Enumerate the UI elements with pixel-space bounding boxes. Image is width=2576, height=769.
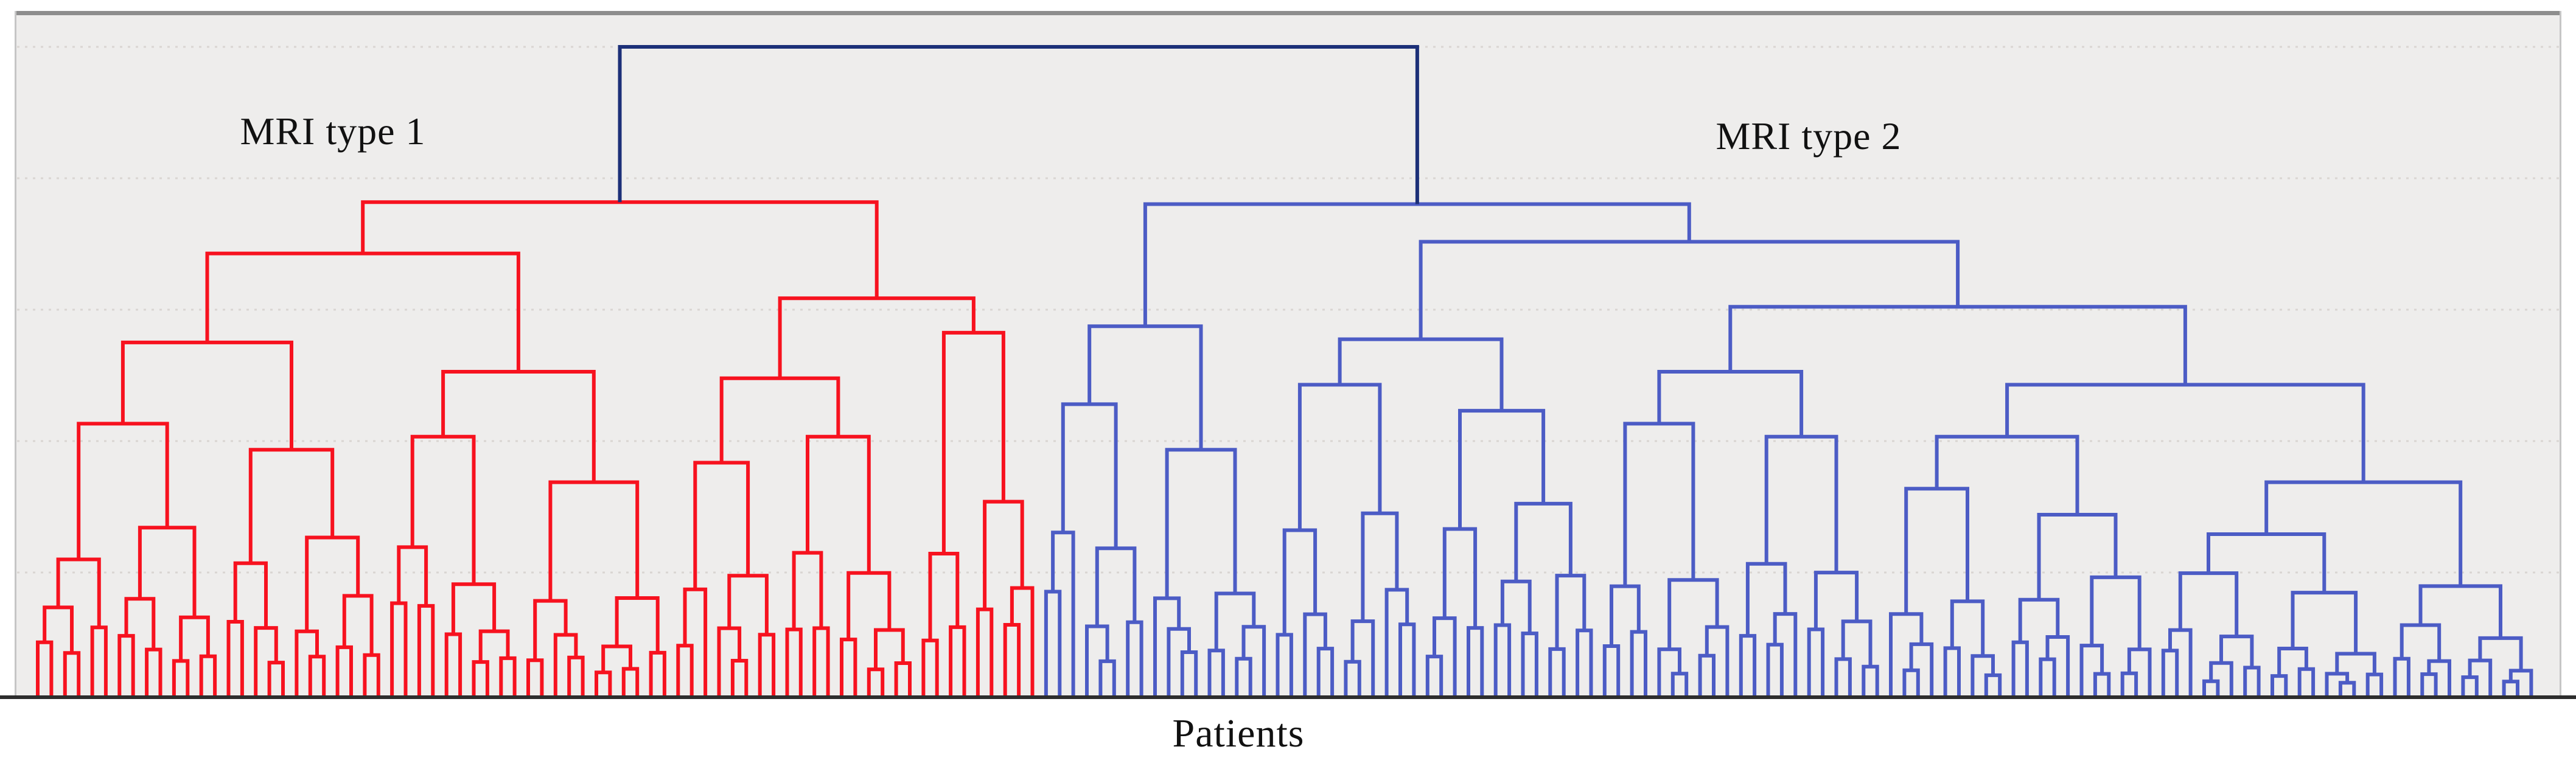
x-axis-label: Patients — [1172, 711, 1305, 756]
cluster-label-mri-type-2: MRI type 2 — [1716, 114, 1902, 158]
cluster-label-mri-type-1: MRI type 1 — [240, 110, 426, 153]
